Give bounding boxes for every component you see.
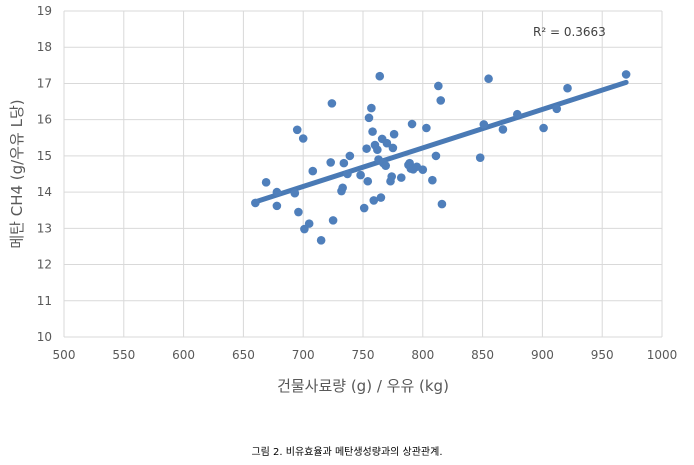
- x-tick-label: 550: [112, 348, 135, 362]
- data-point: [418, 165, 428, 174]
- scatter-chart: 500 550 600 650 700 750 800 850 900 950 1000 10111…: [8, 4, 678, 395]
- x-tick-label: 950: [591, 348, 614, 362]
- data-point: [407, 119, 417, 129]
- data-point: [484, 74, 493, 84]
- data-point: [316, 235, 326, 245]
- data-point: [304, 219, 314, 228]
- x-tick-label: 750: [352, 348, 375, 362]
- x-tick-labels: 500 550 600 650 700 750 800 850 900 950 1000: [53, 348, 678, 362]
- data-point: [375, 71, 385, 81]
- data-point: [498, 125, 508, 134]
- data-point: [292, 125, 302, 135]
- data-point: [356, 170, 365, 180]
- data-point: [272, 187, 282, 197]
- data-point: [367, 103, 376, 113]
- x-axis-title: 건물사료량 (g) / 우유 (kg): [277, 377, 449, 395]
- data-point: [563, 83, 572, 93]
- data-point: [251, 198, 260, 208]
- data-point: [381, 161, 391, 170]
- y-tick-label: 16: [37, 113, 52, 127]
- y-tick-label: 12: [37, 258, 52, 272]
- data-point: [539, 123, 548, 133]
- data-point: [369, 196, 379, 205]
- data-point: [388, 143, 398, 153]
- data-point: [387, 172, 397, 181]
- y-tick-label: 11: [37, 294, 52, 308]
- data-point: [431, 151, 441, 161]
- x-tick-label: 500: [53, 348, 76, 362]
- data-point: [389, 129, 399, 139]
- data-point: [338, 183, 347, 193]
- y-tick-label: 19: [37, 4, 52, 18]
- data-point: [368, 127, 377, 136]
- data-point: [363, 176, 373, 186]
- data-point: [359, 203, 369, 213]
- data-point: [475, 153, 485, 162]
- data-point: [434, 81, 443, 91]
- data-point: [396, 173, 406, 182]
- data-point: [437, 199, 447, 209]
- data-point: [294, 207, 303, 217]
- data-point: [327, 99, 337, 108]
- data-point: [290, 188, 300, 198]
- data-point: [308, 166, 318, 176]
- x-tick-label: 850: [471, 348, 494, 362]
- y-tick-label: 17: [37, 76, 52, 90]
- y-tick-label: 13: [37, 221, 52, 235]
- gridlines: [63, 10, 663, 338]
- r-squared-annotation: R² = 0.3663: [533, 25, 606, 39]
- y-tick-label: 14: [37, 185, 52, 199]
- y-tick-label: 15: [37, 149, 52, 163]
- data-point: [343, 169, 352, 179]
- data-point: [328, 216, 338, 225]
- data-point: [422, 123, 431, 133]
- data-point: [373, 145, 382, 155]
- trendline-group: [252, 79, 629, 205]
- trendline: [252, 79, 629, 205]
- data-point: [621, 70, 631, 79]
- y-tick-label: 10: [37, 330, 52, 344]
- data-point: [479, 120, 489, 129]
- y-tick-labels: 10 11 12 13 14 15 16 17 18 19: [37, 4, 52, 344]
- x-tick-label: 650: [232, 348, 255, 362]
- data-point: [362, 144, 371, 153]
- data-point: [339, 158, 349, 168]
- x-tick-label: 800: [411, 348, 434, 362]
- y-axis-title: 메탄 CH4 (g/우유 L당): [8, 99, 26, 248]
- data-point: [345, 151, 355, 161]
- data-point: [552, 104, 562, 114]
- x-tick-label: 600: [172, 348, 195, 362]
- figure-caption: 그림 2. 비유효율과 메탄생성량과의 상관관계.: [251, 447, 443, 458]
- x-tick-label: 700: [292, 348, 315, 362]
- data-point: [364, 113, 374, 123]
- data-point: [326, 158, 336, 167]
- data-point: [436, 96, 446, 105]
- data-point: [512, 109, 522, 119]
- data-point: [428, 175, 437, 185]
- data-point: [298, 134, 308, 143]
- y-tick-label: 18: [37, 40, 52, 54]
- data-point: [382, 138, 392, 148]
- data-points: [251, 70, 631, 245]
- x-tick-label: 1000: [647, 348, 678, 362]
- data-point: [376, 193, 386, 202]
- data-point: [272, 201, 282, 211]
- data-point: [261, 178, 271, 187]
- x-tick-label: 900: [531, 348, 554, 362]
